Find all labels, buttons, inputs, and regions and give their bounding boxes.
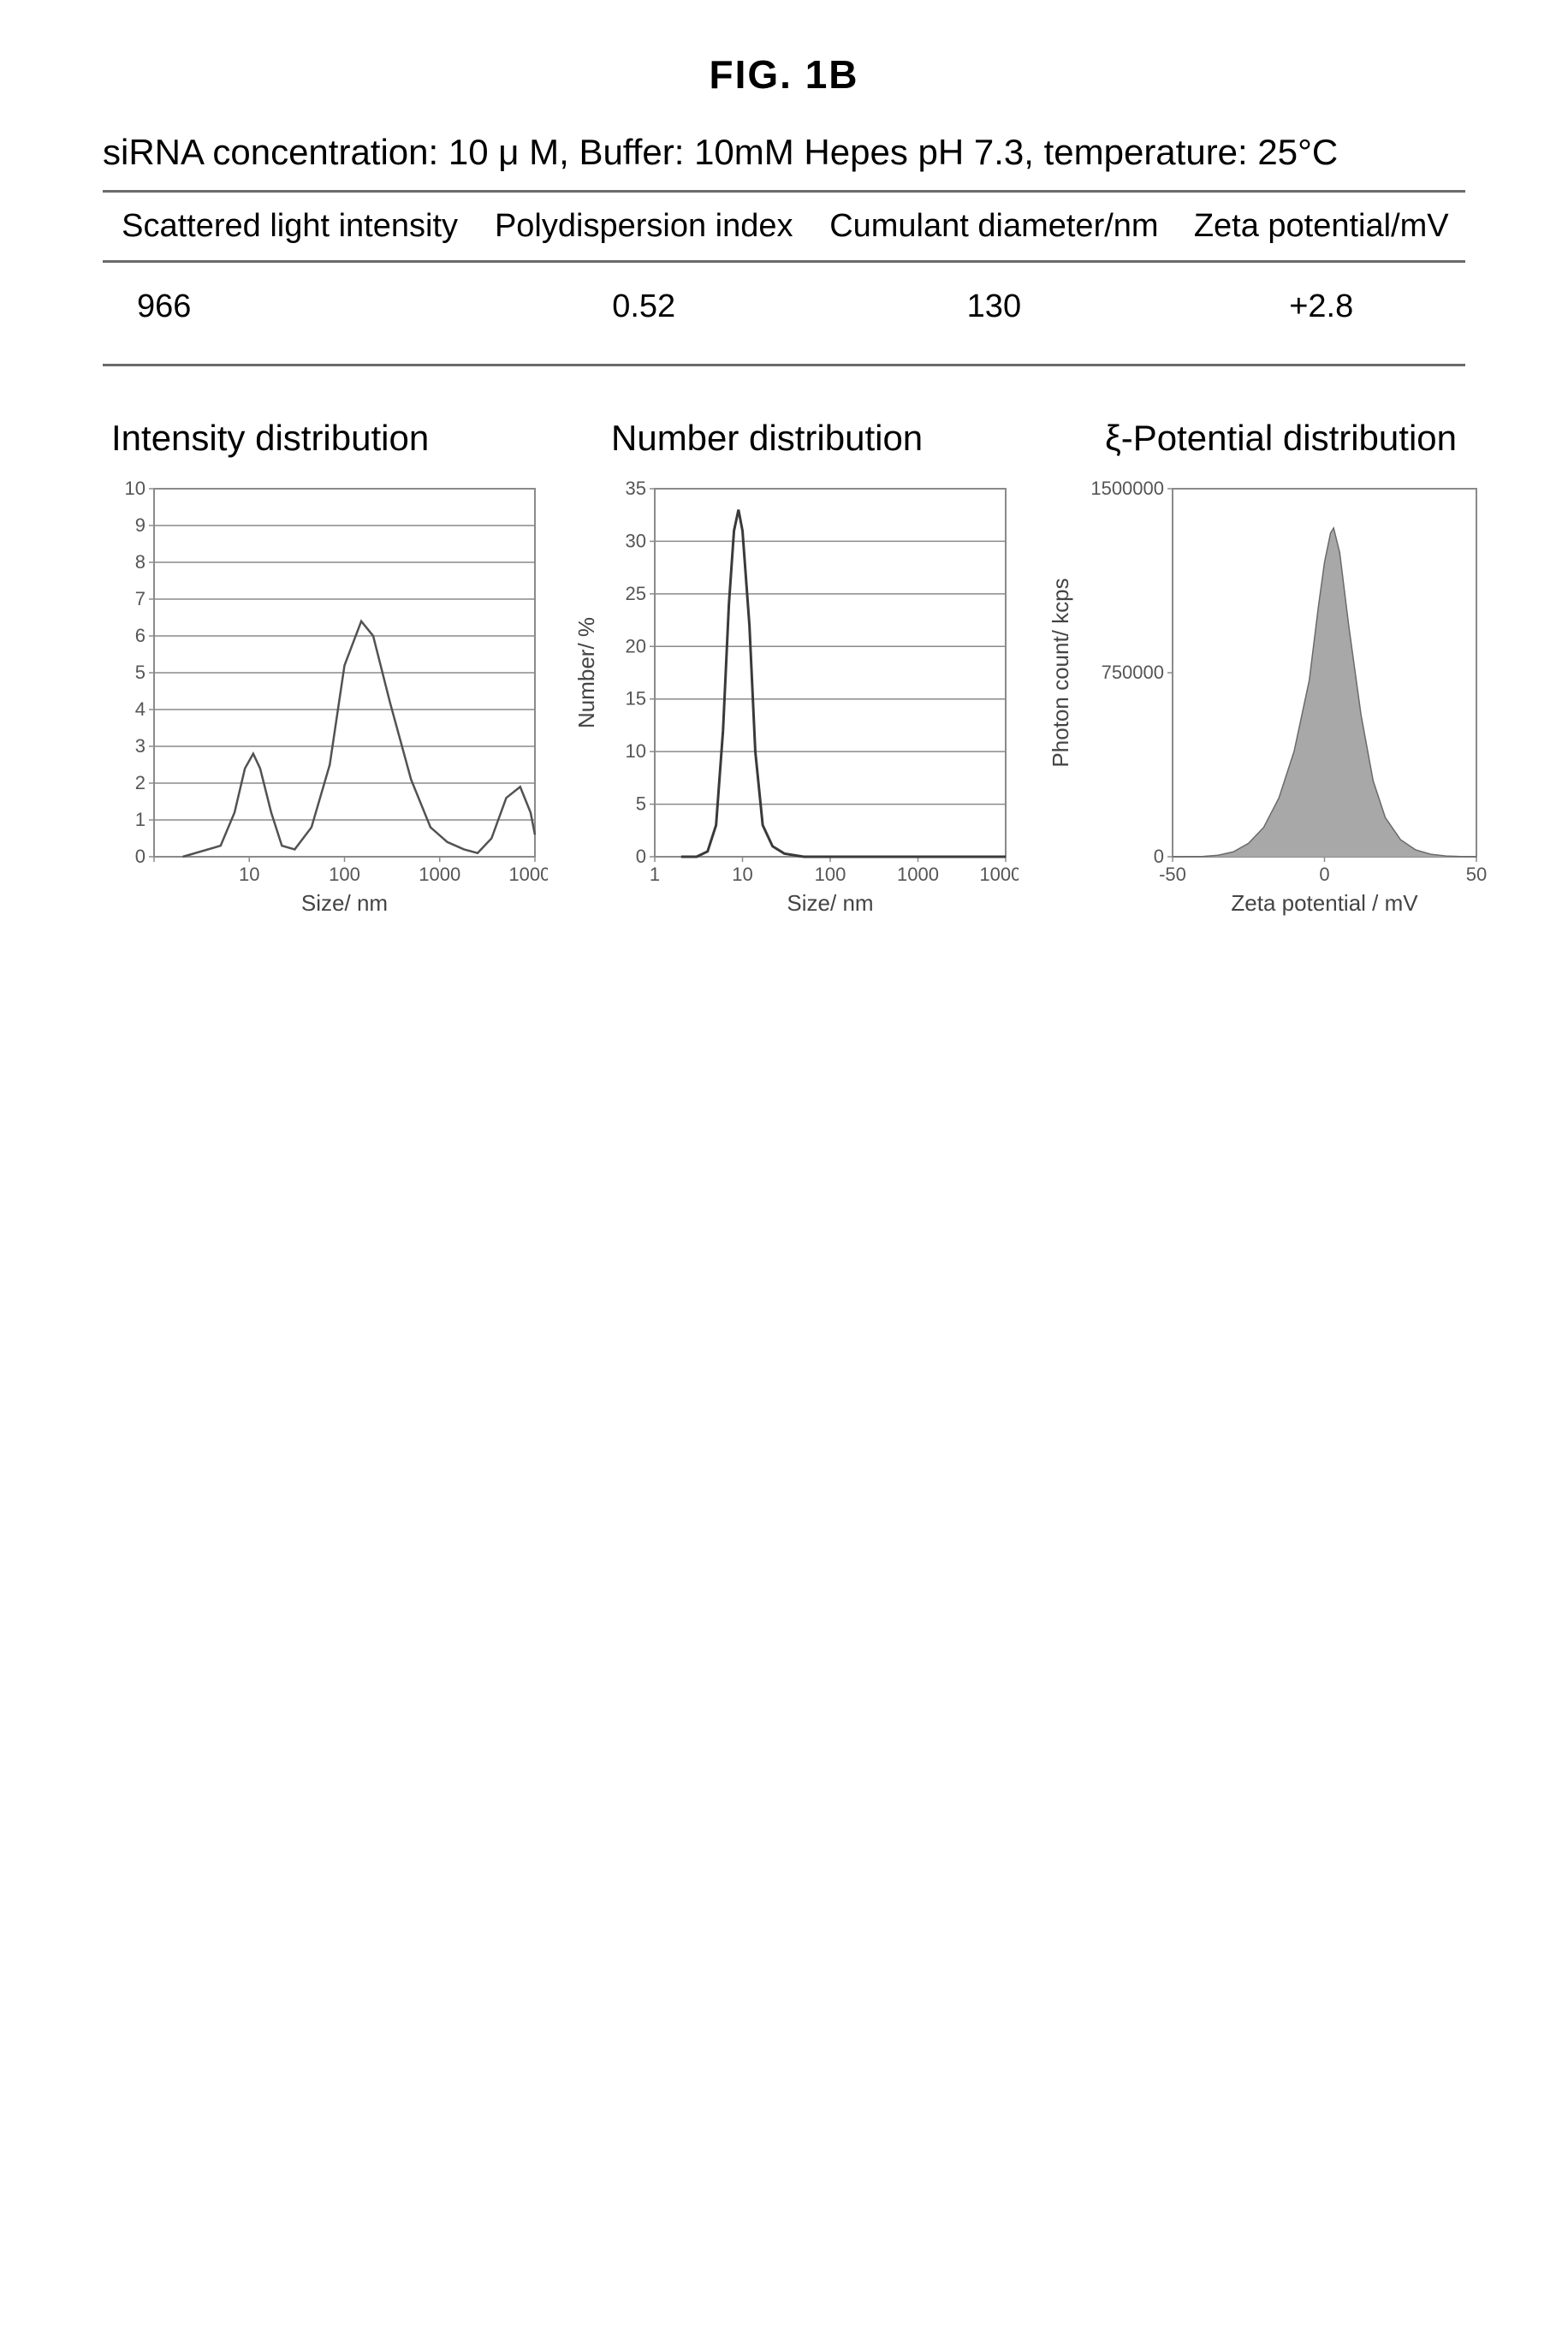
- table-cell: 130: [811, 262, 1177, 365]
- table-cell: +2.8: [1177, 262, 1465, 365]
- table-row: 9660.52130+2.8: [103, 262, 1465, 365]
- intensity-chart: 0 1 2 3 4 5 6 7 8 9 10 10 100 1000 10000 Size/ nm: [103, 476, 548, 921]
- table-header: Scattered light intensity: [103, 192, 477, 262]
- svg-text:1500000: 1500000: [1090, 478, 1164, 499]
- svg-text:2: 2: [135, 772, 146, 793]
- svg-text:35: 35: [626, 478, 646, 499]
- svg-text:1000: 1000: [897, 864, 939, 885]
- figure-label: FIG. 1B: [103, 51, 1465, 98]
- data-table: Scattered light intensityPolydispersion …: [103, 190, 1465, 366]
- svg-text:6: 6: [135, 625, 146, 646]
- table-header: Cumulant diameter/nm: [811, 192, 1177, 262]
- svg-text:4: 4: [135, 698, 146, 720]
- svg-text:50: 50: [1466, 864, 1487, 885]
- svg-text:0: 0: [636, 846, 646, 867]
- svg-text:8: 8: [135, 551, 146, 573]
- svg-text:30: 30: [626, 530, 646, 551]
- svg-text:Zeta potential / mV: Zeta potential / mV: [1231, 890, 1418, 916]
- zeta-chart: 07500001500000-50050Zeta potential / mVP…: [1044, 476, 1489, 921]
- svg-text:5: 5: [135, 662, 146, 683]
- svg-text:Size/ nm: Size/ nm: [301, 890, 388, 916]
- svg-text:-50: -50: [1159, 864, 1186, 885]
- svg-text:0: 0: [135, 846, 146, 867]
- table-cell: 0.52: [477, 262, 811, 365]
- svg-text:10000: 10000: [508, 864, 548, 885]
- svg-text:10000: 10000: [979, 864, 1019, 885]
- svg-text:1: 1: [135, 809, 146, 830]
- zeta-title: ξ-Potential distribution: [1105, 418, 1457, 459]
- svg-text:Photon count/ kcps: Photon count/ kcps: [1048, 578, 1073, 767]
- number-chart: 0 5 10 15 20 25 30 35 1 10 100 1000 10000 Size/ nm Num…: [573, 476, 1019, 921]
- svg-text:7: 7: [135, 588, 146, 609]
- svg-text:15: 15: [626, 688, 646, 710]
- table-header: Zeta potential/mV: [1177, 192, 1465, 262]
- svg-text:100: 100: [329, 864, 360, 885]
- table-header: Polydispersion index: [477, 192, 811, 262]
- svg-text:Size/ nm: Size/ nm: [787, 890, 873, 916]
- chart-titles-row: Intensity distribution Number distributi…: [103, 418, 1465, 459]
- svg-text:10: 10: [626, 740, 646, 762]
- svg-text:9: 9: [135, 514, 146, 536]
- svg-text:1: 1: [650, 864, 660, 885]
- intensity-title: Intensity distribution: [111, 418, 429, 459]
- svg-text:Number/ %: Number/ %: [573, 617, 599, 728]
- svg-text:100: 100: [815, 864, 846, 885]
- svg-text:3: 3: [135, 735, 146, 757]
- svg-text:5: 5: [636, 793, 646, 815]
- svg-text:10: 10: [239, 864, 259, 885]
- table-cell: 966: [103, 262, 477, 365]
- svg-text:1000: 1000: [419, 864, 460, 885]
- svg-text:0: 0: [1319, 864, 1329, 885]
- svg-text:20: 20: [626, 635, 646, 656]
- conditions-text: siRNA concentration: 10 μ M, Buffer: 10m…: [103, 132, 1465, 173]
- number-title: Number distribution: [611, 418, 923, 459]
- charts-row: 01234567891010100100010000Size/ nm 05101…: [103, 476, 1465, 921]
- svg-text:10: 10: [732, 864, 752, 885]
- svg-text:25: 25: [626, 583, 646, 604]
- svg-text:750000: 750000: [1102, 662, 1164, 683]
- svg-text:10: 10: [125, 478, 146, 499]
